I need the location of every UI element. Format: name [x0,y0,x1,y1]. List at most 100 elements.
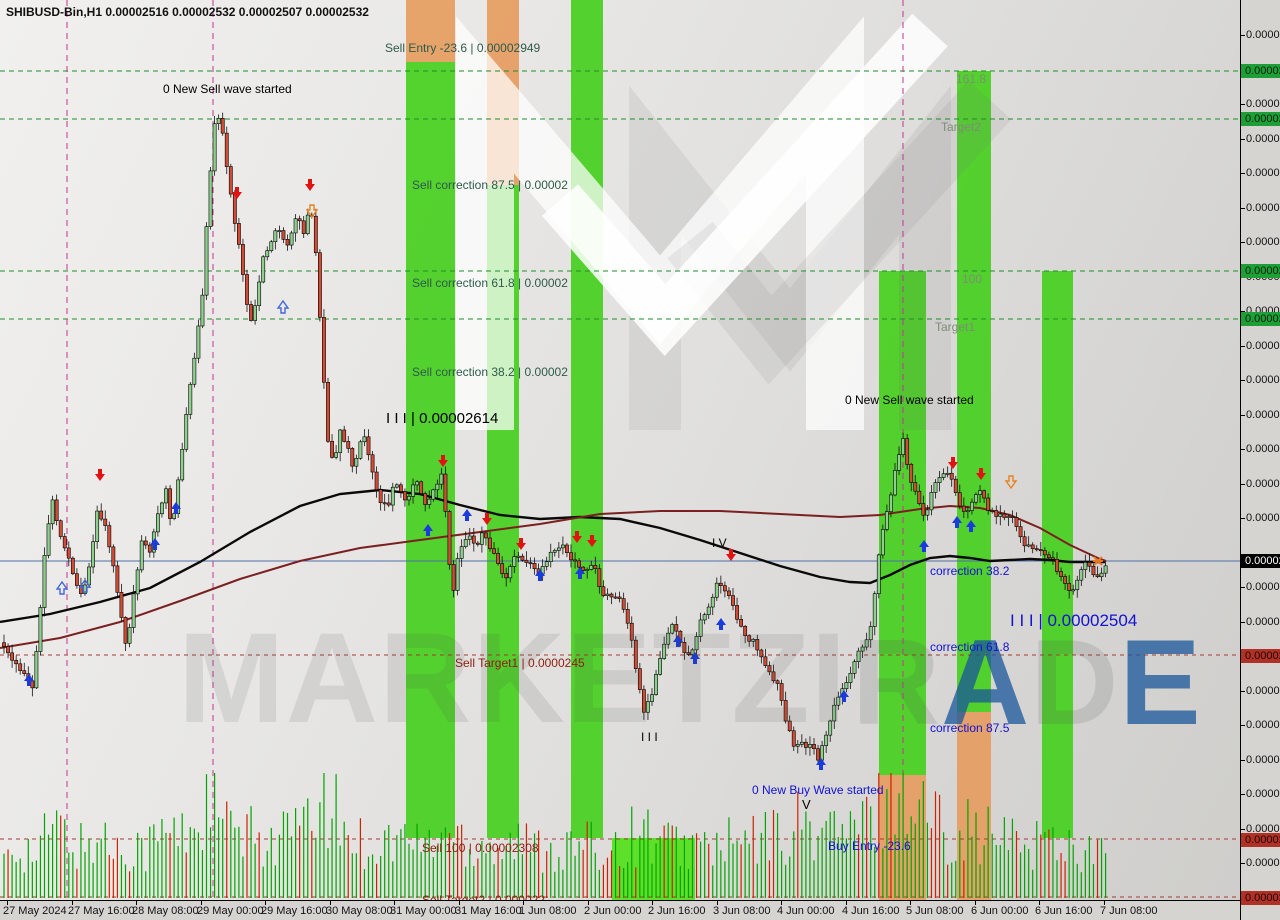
price-tick [1241,208,1245,209]
price-tick [1241,104,1245,105]
sell-arrow-icon [726,549,736,561]
buy-arrow-icon [839,690,849,702]
chart-plot [0,0,1240,900]
price-label: 0.00002 [1246,581,1280,593]
zone-green-f [957,71,991,712]
time-tick [7,901,8,905]
price-label: 0.00002 [1246,719,1280,731]
hollow-sell-arrow-icon [1004,475,1018,490]
time-tick [652,901,653,905]
price-tick [1241,760,1245,761]
time-tick [1104,901,1105,905]
time-label: 29 May 00:00 [197,905,264,917]
price-tick [1241,691,1245,692]
time-tick [781,901,782,905]
time-label: 30 May 08:00 [326,905,393,917]
price-tick [1241,415,1245,416]
time-tick [523,901,524,905]
price-tick [1241,587,1245,588]
time-tick [846,901,847,905]
price-label: 0.00002 [1246,340,1280,352]
price-tick [1241,35,1245,36]
time-label: 31 May 00:00 [390,905,457,917]
time-tick [201,901,202,905]
time-label: 4 Jun 00:00 [777,905,835,917]
hollow-sell-arrow-icon [305,204,319,219]
time-tick [394,901,395,905]
price-label: 0.00002 [1246,29,1280,41]
time-label: 4 Jun 16:00 [842,905,900,917]
time-label: 29 May 16:00 [261,905,328,917]
buy-arrow-icon [171,502,181,514]
zone-green-c [571,0,603,838]
buy-arrow-icon [673,635,683,647]
price-tick [1241,173,1245,174]
sell-arrow-icon [516,538,526,550]
price-label: 0.00002 [1246,857,1280,869]
ma-end-marker-icon [1093,556,1103,566]
price-level-box-black: 0.00002 [1241,554,1280,568]
zone-orange-f [957,712,991,900]
buy-arrow-icon [150,538,160,550]
buy-arrow-icon [919,540,929,552]
zone-green-g [1042,271,1073,838]
time-label: 27 May 2024 [3,905,67,917]
price-level-box-green: 0.00002 [1241,112,1280,126]
hollow-buy-arrow-icon [276,299,290,314]
time-tick [265,901,266,905]
price-tick [1241,242,1245,243]
hollow-buy-arrow-icon [55,580,69,595]
time-label: 28 May 08:00 [132,905,199,917]
time-label: 27 May 16:00 [68,905,135,917]
time-label: 6 Jun 00:00 [971,905,1029,917]
buy-arrow-icon [535,569,545,581]
price-label: 0.00002 [1246,685,1280,697]
buy-arrow-icon [575,567,585,579]
time-label: 7 Jun 08:00 [1100,905,1158,917]
time-tick [72,901,73,905]
price-tick [1241,518,1245,519]
price-tick [1241,311,1245,312]
time-label: 1 Jun 08:00 [519,905,577,917]
price-label: 0.00002 [1246,478,1280,490]
ma-slow-maroon [0,504,1107,649]
price-label: 0.00002 [1246,167,1280,179]
time-axis[interactable]: 27 May 2024 27 May 16:00 28 May 08:00 29 Ma… [0,900,1240,920]
ma-fast-black [0,488,1105,624]
time-label: 5 Jun 08:00 [906,905,964,917]
price-tick [1241,346,1245,347]
sell-arrow-icon [976,468,986,480]
time-tick [910,901,911,905]
buy-arrow-icon [690,652,700,664]
chart-canvas[interactable]: SHIBUSD-Bin,H1 0.00002516 0.00002532 0.0… [0,0,1240,900]
zone-green-bottom [612,838,695,900]
sell-arrow-icon [948,457,958,469]
zone-orange-a [406,0,455,62]
chart-title-ohlc: SHIBUSD-Bin,H1 0.00002516 0.00002532 0.0… [6,5,369,19]
candles [2,112,1108,765]
price-level-box-red: 0.00002 [1241,833,1280,847]
price-label: 0.00002 [1246,133,1280,145]
time-label: 6 Jun 16:00 [1035,905,1093,917]
buy-arrow-icon [462,509,472,521]
price-tick [1241,484,1245,485]
hollow-buy-arrow-icon [78,578,92,593]
price-tick [1241,622,1245,623]
price-tick [1241,725,1245,726]
time-tick [1039,901,1040,905]
price-tick [1241,863,1245,864]
price-label: 0.00002 [1246,754,1280,766]
time-tick [717,901,718,905]
price-label: 0.00002 [1246,409,1280,421]
buy-arrow-icon [716,618,726,630]
price-label: 0.00002 [1246,616,1280,628]
logo-check-swoosh [541,13,948,357]
price-tick [1241,449,1245,450]
time-label: 2 Jun 16:00 [648,905,706,917]
price-label: 0.00002 [1246,98,1280,110]
price-axis[interactable]: 0.00002 0.00002 0.00002 0.00002 0.00002 0.000… [1240,0,1280,920]
volume-bars [3,773,1107,898]
price-level-box-green: 0.00002 [1241,312,1280,326]
time-tick [459,901,460,905]
